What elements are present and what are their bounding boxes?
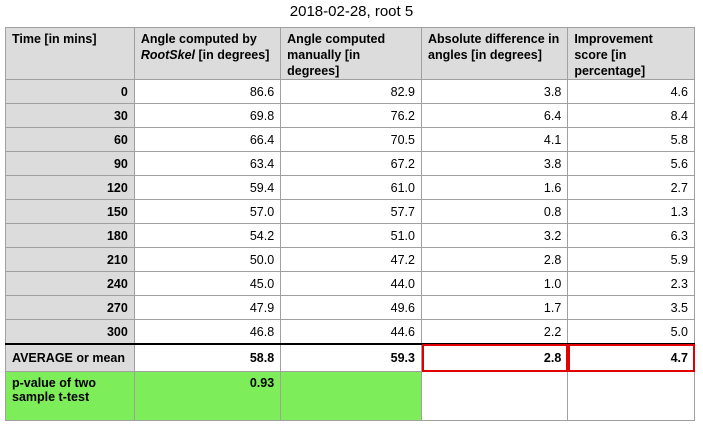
cell-improvement: 2.3 (567, 271, 695, 296)
cell-auto-angle: 57.0 (133, 199, 282, 224)
cell-time: 90 (5, 151, 135, 176)
table-row: 90 63.4 67.2 3.8 5.6 (5, 151, 695, 176)
cell-auto-angle: 86.6 (133, 79, 282, 104)
cell-time: 30 (5, 103, 135, 128)
cell-auto-angle: 69.8 (133, 103, 282, 128)
table-row: 150 57.0 57.7 0.8 1.3 (5, 199, 695, 224)
average-row: AVERAGE or mean 58.8 59.3 2.8 4.7 (5, 343, 695, 372)
cell-abs-diff: 1.7 (420, 295, 569, 320)
cell-auto-angle: 46.8 (133, 319, 282, 345)
cell-manual-angle: 82.9 (280, 79, 422, 104)
cell-abs-diff: 4.1 (420, 127, 569, 152)
average-diff: 2.8 (420, 343, 569, 372)
cell-abs-diff: 3.8 (420, 151, 569, 176)
header-auto-pre: Angle computed by (140, 32, 257, 46)
cell-manual-angle: 61.0 (280, 175, 422, 200)
cell-improvement: 5.6 (567, 151, 695, 176)
cell-improvement: 5.9 (567, 247, 695, 272)
cell-manual-angle: 67.2 (280, 151, 422, 176)
header-improvement: Improvement score [in percentage] (567, 27, 695, 80)
average-manual: 59.3 (280, 343, 422, 372)
cell-abs-diff: 1.0 (420, 271, 569, 296)
cell-auto-angle: 47.9 (133, 295, 282, 320)
cell-time: 300 (5, 319, 135, 345)
cell-improvement: 3.5 (567, 295, 695, 320)
cell-time: 150 (5, 199, 135, 224)
header-auto-tool: RootSkel (140, 48, 196, 62)
average-label: AVERAGE or mean (5, 343, 135, 372)
header-row: Time [in mins] Angle computed by RootSkel… (5, 27, 695, 80)
table-row: 270 47.9 49.6 1.7 3.5 (5, 295, 695, 320)
cell-time: 180 (5, 223, 135, 248)
cell-abs-diff: 2.2 (420, 319, 569, 345)
page-title: 2018-02-28, root 5 (289, 3, 414, 20)
average-auto: 58.8 (133, 343, 282, 372)
results-table: Time [in mins] Angle computed by RootSkel… (5, 27, 695, 421)
cell-auto-angle: 59.4 (133, 175, 282, 200)
cell-auto-angle: 63.4 (133, 151, 282, 176)
cell-manual-angle: 49.6 (280, 295, 422, 320)
cell-improvement: 5.0 (567, 319, 695, 345)
table-row: 60 66.4 70.5 4.1 5.8 (5, 127, 695, 152)
cell-abs-diff: 1.6 (420, 175, 569, 200)
cell-time: 0 (5, 79, 135, 104)
table-row: 0 86.6 82.9 3.8 4.6 (5, 79, 695, 104)
cell-abs-diff: 3.2 (420, 223, 569, 248)
header-abs-diff: Absolute difference in angles [in degree… (420, 27, 569, 80)
cell-manual-angle: 76.2 (280, 103, 422, 128)
cell-manual-angle: 57.7 (280, 199, 422, 224)
cell-abs-diff: 6.4 (420, 103, 569, 128)
header-auto-post: [in degrees] (198, 48, 270, 62)
table-row: 30 69.8 76.2 6.4 8.4 (5, 103, 695, 128)
cell-improvement: 8.4 (567, 103, 695, 128)
table-row: 240 45.0 44.0 1.0 2.3 (5, 271, 695, 296)
cell-time: 210 (5, 247, 135, 272)
cell-manual-angle: 70.5 (280, 127, 422, 152)
cell-manual-angle: 44.0 (280, 271, 422, 296)
cell-auto-angle: 45.0 (133, 271, 282, 296)
cell-time: 120 (5, 175, 135, 200)
cell-auto-angle: 66.4 (133, 127, 282, 152)
cell-abs-diff: 3.8 (420, 79, 569, 104)
pvalue-empty-improvement (567, 371, 695, 421)
table-row: 120 59.4 61.0 1.6 2.7 (5, 175, 695, 200)
cell-time: 60 (5, 127, 135, 152)
cell-improvement: 4.6 (567, 79, 695, 104)
cell-auto-angle: 50.0 (133, 247, 282, 272)
table-row: 180 54.2 51.0 3.2 6.3 (5, 223, 695, 248)
cell-improvement: 2.7 (567, 175, 695, 200)
cell-time: 270 (5, 295, 135, 320)
table-row: 210 50.0 47.2 2.8 5.9 (5, 247, 695, 272)
header-time: Time [in mins] (5, 27, 135, 80)
cell-manual-angle: 47.2 (280, 247, 422, 272)
header-manual-angle: Angle computed manually [in degrees] (280, 27, 422, 80)
cell-manual-angle: 44.6 (280, 319, 422, 345)
average-improvement: 4.7 (567, 343, 695, 372)
cell-auto-angle: 54.2 (133, 223, 282, 248)
cell-manual-angle: 51.0 (280, 223, 422, 248)
cell-abs-diff: 2.8 (420, 247, 569, 272)
cell-abs-diff: 0.8 (420, 199, 569, 224)
cell-improvement: 6.3 (567, 223, 695, 248)
pvalue-empty-diff (420, 371, 569, 421)
pvalue-value: 0.93 (133, 371, 282, 421)
cell-improvement: 5.8 (567, 127, 695, 152)
header-auto-angle: Angle computed by RootSkel [in degrees] (133, 27, 282, 80)
cell-time: 240 (5, 271, 135, 296)
cell-improvement: 1.3 (567, 199, 695, 224)
pvalue-row: p-value of two sample t-test 0.93 (5, 371, 695, 421)
pvalue-label: p-value of two sample t-test (5, 371, 135, 421)
pvalue-empty-manual (280, 371, 422, 421)
table-row: 300 46.8 44.6 2.2 5.0 (5, 319, 695, 345)
